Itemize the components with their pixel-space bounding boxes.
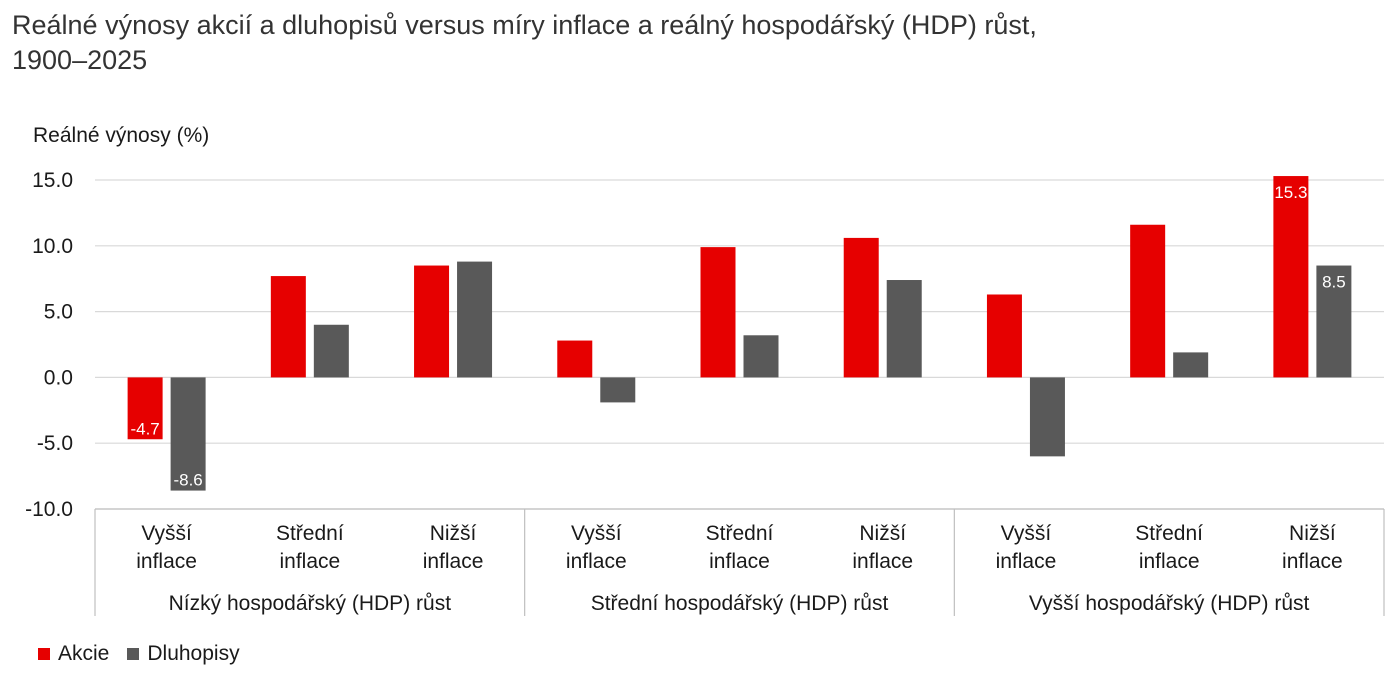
- bar-dluhopisy-3: [600, 377, 636, 403]
- x-tick-label: Nižší: [430, 522, 477, 545]
- y-tick-label: 5.0: [44, 301, 73, 324]
- data-label: 8.5: [1322, 273, 1346, 292]
- x-tick-label: Vyšší: [141, 522, 192, 545]
- x-tick-label: Vyšší: [1001, 522, 1052, 545]
- data-label: -4.7: [130, 419, 159, 438]
- bar-akcie-2: [414, 265, 450, 378]
- data-label: -8.6: [173, 471, 202, 490]
- x-tick-label: Vyšší: [571, 522, 622, 545]
- bar-chart: Reálné výnosy (%) 15.0 10.0 5.0 0.0 -5.0 -10.…: [25, 124, 1385, 616]
- data-labels: -4.7 -8.6 15.3 8.5: [130, 183, 1345, 490]
- chart-title-line-2: 1900–2025: [12, 45, 148, 75]
- legend-label-dluhopisy: Dluhopisy: [147, 642, 240, 665]
- bar-dluhopisy-7: [1173, 352, 1209, 378]
- y-tick-label: 10.0: [32, 235, 73, 258]
- y-axis-ticks: 15.0 10.0 5.0 0.0 -5.0 -10.0: [25, 169, 73, 521]
- bar-akcie-1: [270, 276, 306, 378]
- y-tick-label: -10.0: [25, 498, 73, 521]
- x-tick-label: inflace: [852, 550, 913, 573]
- x-tick-label: inflace: [279, 550, 340, 573]
- bar-akcie-6: [986, 294, 1022, 378]
- x-tick-label: inflace: [709, 550, 770, 573]
- x-tick-label: inflace: [1282, 550, 1343, 573]
- bars: [127, 176, 1352, 491]
- y-axis-label: Reálné výnosy (%): [33, 124, 209, 147]
- x-tick-label: Střední: [276, 522, 344, 545]
- x-tick-label: inflace: [996, 550, 1057, 573]
- x-tick-label: inflace: [423, 550, 484, 573]
- bar-dluhopisy-1: [313, 324, 349, 378]
- x-tick-label: Střední: [706, 522, 774, 545]
- bar-akcie-3: [557, 340, 593, 378]
- y-tick-label: 15.0: [32, 169, 73, 192]
- bar-dluhopisy-8: [1316, 265, 1352, 378]
- bar-dluhopisy-0: [170, 377, 206, 491]
- x-tick-label: inflace: [1139, 550, 1200, 573]
- y-tick-label: 0.0: [44, 366, 73, 389]
- bar-dluhopisy-5: [886, 280, 922, 378]
- x-group-label: Střední hospodářský (HDP) růst: [591, 592, 889, 615]
- chart-title: Reálné výnosy akcií a dluhopisů versus m…: [12, 8, 1312, 78]
- bar-akcie-8: [1273, 176, 1309, 378]
- data-label: 15.3: [1274, 183, 1307, 202]
- x-tick-label: Střední: [1135, 522, 1203, 545]
- y-tick-label: -5.0: [37, 432, 73, 455]
- bar-akcie-0: [127, 377, 163, 440]
- bar-akcie-4: [700, 247, 736, 378]
- bar-akcie-5: [843, 237, 879, 378]
- x-tick-label: Nižší: [859, 522, 906, 545]
- x-group-label: Nízký hospodářský (HDP) růst: [169, 592, 452, 615]
- bar-dluhopisy-2: [457, 261, 493, 378]
- x-tick-label: inflace: [136, 550, 197, 573]
- legend-swatch-dluhopisy: [127, 648, 140, 660]
- legend-item-akcie: Akcie: [38, 642, 109, 666]
- bar-akcie-7: [1130, 224, 1166, 378]
- bar-dluhopisy-4: [743, 335, 779, 378]
- x-tick-label: inflace: [566, 550, 627, 573]
- bar-dluhopisy-6: [1029, 377, 1065, 457]
- legend-label-akcie: Akcie: [58, 642, 110, 665]
- legend-item-dluhopisy: Dluhopisy: [127, 642, 240, 666]
- legend: Akcie Dluhopisy: [38, 642, 258, 666]
- x-axis: Vyšší inflace Střední inflace Nižší inflace Vy…: [94, 508, 1385, 616]
- legend-swatch-akcie: [38, 648, 50, 660]
- x-group-label: Vyšší hospodářský (HDP) růst: [1029, 592, 1310, 615]
- chart-title-line-1: Reálné výnosy akcií a dluhopisů versus m…: [12, 10, 1037, 40]
- x-tick-label: Nižší: [1289, 522, 1336, 545]
